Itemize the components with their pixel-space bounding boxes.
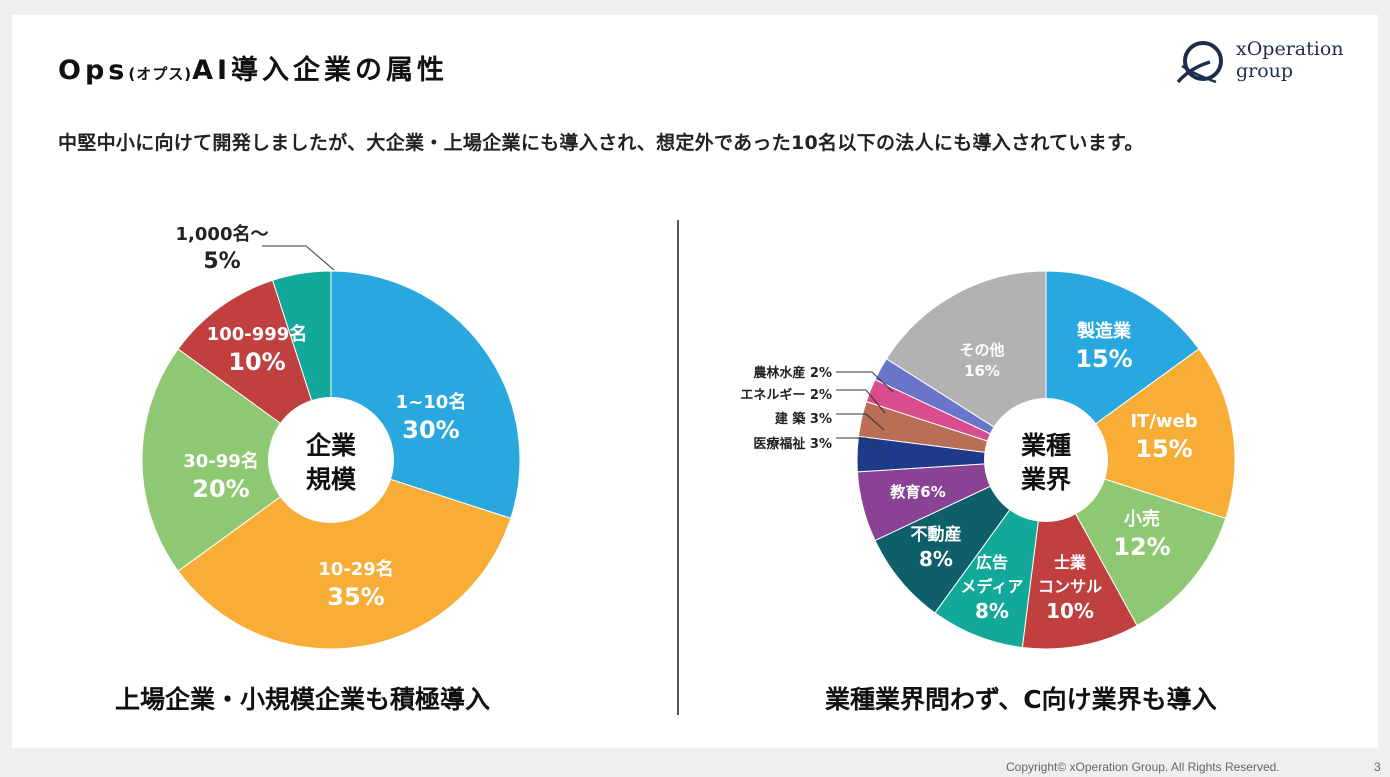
pie1-center-hole [268,397,394,523]
pie2-value-3: 10% [1046,599,1094,623]
pie2-value-11: 16% [964,362,1000,380]
pie2-label-4-b: メディア [961,577,1024,596]
title-main: Ops [58,55,129,86]
divider [677,220,679,715]
pie1-value-3: 10% [228,348,285,376]
pie1-value-0: 30% [402,416,459,444]
company-logo: xOperation group [1176,38,1356,86]
pie1-slice-1 [177,459,512,650]
title-paren: (オプス) [128,65,193,83]
pie2-label-7: 医療福祉 3% [753,436,832,452]
pie2-label-3-b: コンサル [1038,577,1102,596]
pie1-center-label-1: 企業 [306,431,356,460]
pie2-label-6: 教育6% [889,483,945,501]
pie2-label-0: 製造業 [1076,320,1132,342]
pie1-center-label-2: 規模 [306,465,357,494]
pie2-slice-1 [1044,348,1236,520]
pie2-label-9: エネルギー 2% [740,387,832,403]
pie2-label-10: 農林水産 2% [753,365,832,381]
pie2-label-8: 建 築 3% [775,411,832,427]
pie2-leader-7 [836,437,884,453]
pie1-slice-2 [141,348,332,572]
logo-mark-icon [1176,41,1223,84]
pie2-label-1: IT/web [1130,411,1197,432]
pie2-value-5: 8% [919,547,953,571]
pie2-label-2: 小売 [1124,508,1160,530]
pie1-label-0: 1~10名 [396,391,467,413]
pie2-center-hole [984,398,1108,522]
title-rest: AI導入企業の属性 [192,55,449,86]
pie2-center-label-1: 業種 [1021,431,1071,460]
subtitle: 中堅中小に向けて開発しましたが、大企業・上場企業にも導入され、想定外であった10… [58,132,1144,154]
pie2-label-11: その他 [959,341,1004,359]
pie2-label-3-a: 士業 [1054,553,1087,572]
pie1-value-4: 5% [203,249,240,274]
pie1-label-4: 1,000名〜 [176,223,269,245]
pie1-value-2: 20% [192,475,249,503]
pie2-value-4: 8% [975,599,1009,623]
pie2-leader-8 [836,413,885,431]
pie1-leader-4 [262,245,335,271]
page-number: 3 [1374,760,1381,774]
pie2-label-4-a: 広告 [976,553,1008,572]
pie2-value-2: 12% [1113,533,1170,561]
pie2-value-0: 15% [1075,345,1132,373]
pie1-label-3: 100-999名 [207,323,308,345]
logo-text: xOperation group [1236,38,1344,82]
caption-left: 上場企業・小規模企業も積極導入 [115,685,491,714]
logo-line-2: group [1236,60,1294,82]
page-title: Ops(オプス)AI導入企業の属性 [58,48,448,87]
pie2-value-1: 15% [1135,435,1192,463]
pie1-label-1: 10-29名 [318,558,394,580]
logo-line-1: xOperation [1236,38,1344,60]
pie2-leader-9 [836,389,886,414]
pie2-label-5: 不動産 [911,524,962,545]
caption-right: 業種業界問わず、C向け業界も導入 [825,685,1217,714]
pie2-center-label-2: 業界 [1021,465,1071,494]
footer-copyright: Copyright© xOperation Group. All Rights … [1006,760,1280,774]
pie1-label-2: 30-99名 [183,450,259,472]
pie2-leader-10 [836,371,894,393]
pie1-value-1: 35% [327,583,384,611]
